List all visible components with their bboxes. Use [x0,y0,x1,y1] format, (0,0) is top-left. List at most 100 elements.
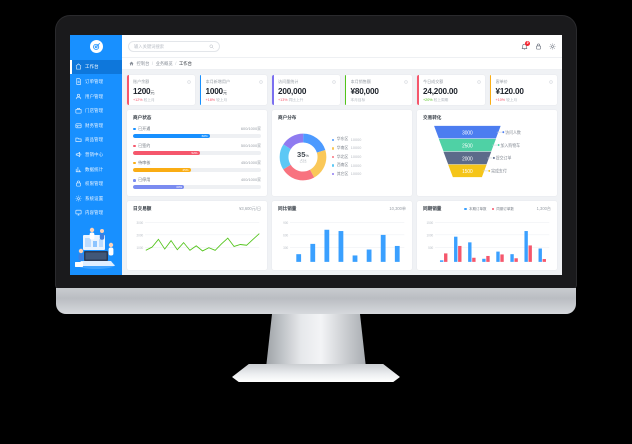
sidebar-item-marketing[interactable]: 营销中心 [70,147,122,162]
kpi-head: 今日成交额 [423,79,481,85]
status-bullet [133,144,136,148]
monitor-icon [75,209,82,216]
sidebar-item-label: 工作台 [85,64,99,70]
chart-icon [75,166,82,173]
kpi-card[interactable]: 账户余额 1200元 +12% 较上月 [127,75,195,105]
donut-chart[interactable]: 35% 占比 [278,132,328,182]
kpi-card[interactable]: 本月销售额 ¥80,000 本月目标 [344,75,412,105]
search-box[interactable] [128,40,220,52]
kpi-number: 1200 [133,87,151,96]
sidebar-item-content[interactable]: 内容管理 [70,205,122,220]
progress-label: 待审核 [138,160,151,166]
kpi-card[interactable]: 今日成交额 24,200.00 +20% 较上周期 [417,75,485,105]
kpi-sub-text: 较上月 [216,98,228,102]
kpi-delta: +18% [205,98,216,102]
sidebar-item-label: 权限管理 [85,181,104,187]
search-icon[interactable] [209,44,214,49]
monitor-chin [56,288,576,314]
progress-value: 450/1000家 [240,160,261,166]
more-icon[interactable] [476,80,481,84]
sidebar-item-finance[interactable]: 财务管理 [70,118,122,133]
more-icon[interactable] [186,80,191,84]
card-title: 日交易额 [133,206,152,211]
legend-value: 10000 [350,155,362,159]
kpi-title: 账户余额 [133,79,150,84]
yoy-sales-card: 同比销量 10,300单 900 600 300 [272,201,412,270]
svg-text:1000: 1000 [426,233,433,237]
sidebar-item-label: 用户管理 [85,93,104,99]
progress-row: 已开通 600/1000家 60% [133,126,261,138]
content-area: 账户余额 1200元 +12% 较上月 [122,70,562,275]
legend-item: 华北区 10000 [332,155,361,160]
line-chart[interactable]: 3000 2000 1000 [133,215,261,265]
breadcrumb-item-1[interactable]: 控制台 [136,60,150,66]
kpi-value: 24,200.00 [423,87,481,96]
more-icon[interactable] [259,80,263,84]
legend-item: 华南区 10000 [332,146,361,151]
legend-item: 同期订单数 [491,207,514,212]
dashboard-app: 工作台 订单管理 用户管理 [70,35,562,275]
svg-text:900: 900 [283,221,288,225]
period-comparison-card: 同期销量 本期订单数 同期订单数 [417,201,557,270]
notification-bell-icon[interactable]: 9 [521,41,530,50]
legend-item: 其它区 10000 [332,172,361,177]
home-icon[interactable] [129,61,134,66]
svg-text:1500: 1500 [426,221,433,225]
kpi-title: 今日成交额 [423,79,444,84]
file-icon [75,78,82,85]
progress-row-top: 已开通 600/1000家 [133,126,261,132]
more-icon[interactable] [549,80,553,84]
kpi-unit: 元 [150,90,155,95]
progress-row-top: 已停用 400/1000家 [133,177,261,183]
kpi-card[interactable]: 访问量统计 200,000 +13% 同比上升 [272,75,340,105]
breadcrumb-item-3: 工作台 [178,60,192,66]
kpi-sub: +12% 较上月 [133,98,191,103]
kpi-number: ¥120.00 [495,87,524,96]
legend-dot [332,164,335,167]
progress-label-wrap: 已停用 [133,177,150,183]
more-icon[interactable] [404,80,408,84]
lock-icon[interactable] [535,43,542,50]
kpi-number: 200,000 [278,87,307,96]
sidebar-item-users[interactable]: 用户管理 [70,89,122,104]
kpi-card[interactable]: 客单价 ¥120.00 +10% 较上月 [489,75,557,105]
legend-dot [332,155,335,159]
sidebar-item-orders[interactable]: 订单管理 [70,74,122,89]
sidebar-item-permissions[interactable]: 权限管理 [70,176,122,191]
sidebar-item-statistics[interactable]: 数据统计 [70,162,122,177]
funnel-chart[interactable]: 3000 访问人数 2500 加入购物车 2000 提交订单 1500 完成支付 [423,124,551,191]
kpi-head: 本月新增用户 [206,79,264,85]
brand[interactable] [70,35,122,58]
svg-text:提交订单: 提交订单 [496,154,512,160]
breadcrumb-item-2[interactable]: 业务概览 [155,60,173,66]
multi-bar-chart[interactable]: 1500 1000 500 [423,215,551,265]
megaphone-icon [75,151,82,158]
sidebar-item-label: 数据统计 [85,166,104,172]
kpi-value: 200,000 [278,87,336,96]
card-extra: 1,300台 [536,206,551,211]
monitor-screen: 工作台 订单管理 用户管理 [70,35,562,275]
card-head: 同期销量 本期订单数 同期订单数 [423,206,551,212]
gear-icon[interactable] [549,43,556,50]
search-input[interactable] [134,43,206,49]
progress-track: 40% [133,185,261,189]
sidebar-item-workbench[interactable]: 工作台 [70,59,122,75]
sidebar-item-stores[interactable]: 门店管理 [70,103,122,118]
sidebar-item-products[interactable]: 商品管理 [70,133,122,148]
kpi-head: 本月销售额 [351,79,409,85]
progress-label-wrap: 已开通 [133,126,150,132]
kpi-unit: 元 [222,90,227,95]
card-extra: ¥3,600元/日 [239,206,261,211]
legend-dot [332,147,335,150]
kpi-card[interactable]: 本月新增用户 1000元 +18% 较上月 [199,75,267,105]
svg-text:500: 500 [428,246,433,250]
progress-fill: 52% [133,151,200,155]
more-icon[interactable] [331,80,336,84]
sidebar-item-settings[interactable]: 系统设置 [70,191,122,206]
bar-chart[interactable]: 900 600 300 [278,215,406,265]
main-column: 9 [122,35,562,275]
svg-text:600: 600 [283,233,288,237]
legend-label: 华北区 [336,154,349,159]
kpi-value: ¥120.00 [496,87,554,96]
bottom-row: 日交易额 ¥3,600元/日 3000 2000 1000 同比销量 [127,201,557,270]
